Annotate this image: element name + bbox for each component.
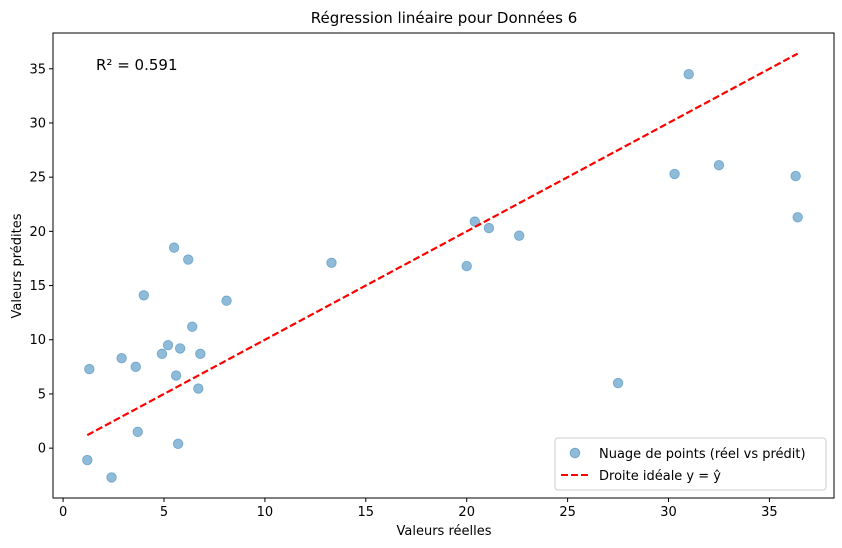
plot-area <box>82 52 803 483</box>
scatter-point <box>187 321 198 332</box>
legend-box <box>554 437 827 491</box>
x-tick-label: 10 <box>257 505 274 520</box>
scatter-point <box>84 363 95 375</box>
x-tick-label: 5 <box>160 505 168 520</box>
scatter-point <box>195 348 206 360</box>
scatter-point <box>792 212 803 223</box>
scatter-point <box>172 438 184 450</box>
y-tick-label: 5 <box>38 387 46 402</box>
scatter-point <box>168 242 180 253</box>
scatter-point <box>612 377 624 389</box>
legend-label-scatter: Nuage de points (réel vs prédit) <box>599 447 806 462</box>
scatter-point <box>138 290 150 301</box>
y-tick-label: 0 <box>38 442 46 457</box>
legend-label-line: Droite idéale y = ŷ <box>599 469 721 484</box>
y-tick-label: 25 <box>29 171 46 186</box>
y-axis: 0 5 10 15 20 25 30 35 <box>29 62 53 457</box>
ideal-line <box>86 52 799 437</box>
scatter-point <box>669 168 680 180</box>
legend: Nuage de points (réel vs prédit) Droite … <box>554 437 827 491</box>
axes-frame <box>52 32 835 499</box>
scatter-point <box>183 254 194 265</box>
scatter-point <box>82 454 93 466</box>
y-tick-label: 30 <box>29 116 46 131</box>
scatter-point <box>713 160 725 171</box>
x-axis-label: Valeurs réelles <box>397 524 492 539</box>
y-tick-label: 10 <box>29 333 46 348</box>
scatter-point <box>170 370 182 381</box>
x-tick-label: 25 <box>559 505 576 520</box>
scatter-point <box>174 343 186 354</box>
x-tick-label: 0 <box>59 505 67 520</box>
y-tick-label: 35 <box>29 62 46 77</box>
y-tick-label: 20 <box>29 225 46 240</box>
x-tick-label: 30 <box>660 505 677 520</box>
scatter-point <box>683 68 694 80</box>
scatter-point <box>130 361 141 373</box>
x-tick-label: 20 <box>458 505 475 520</box>
x-tick-label: 35 <box>761 505 778 520</box>
scatter-point <box>483 222 495 234</box>
legend-marker-scatter <box>569 447 581 459</box>
scatter-point <box>513 230 525 241</box>
chart-title: Régression linéaire pour Données 6 <box>311 9 578 27</box>
r-squared-annotation: R² = 0.591 <box>96 56 177 74</box>
scatter-point <box>116 352 127 364</box>
scatter-point <box>221 295 232 306</box>
scatter-point <box>790 170 801 182</box>
x-tick-label: 15 <box>358 505 375 520</box>
scatter-point <box>193 383 204 394</box>
scatter-point <box>461 260 472 272</box>
scatter-point <box>132 426 143 438</box>
y-tick-label: 15 <box>29 279 46 294</box>
scatter-point <box>106 472 117 483</box>
x-axis: 0 5 10 15 20 25 30 35 <box>59 498 778 520</box>
scatter-point <box>162 339 174 351</box>
scatter-point <box>326 257 337 268</box>
scatter-point <box>156 348 168 360</box>
y-axis-label: Valeurs prédites <box>10 213 25 318</box>
